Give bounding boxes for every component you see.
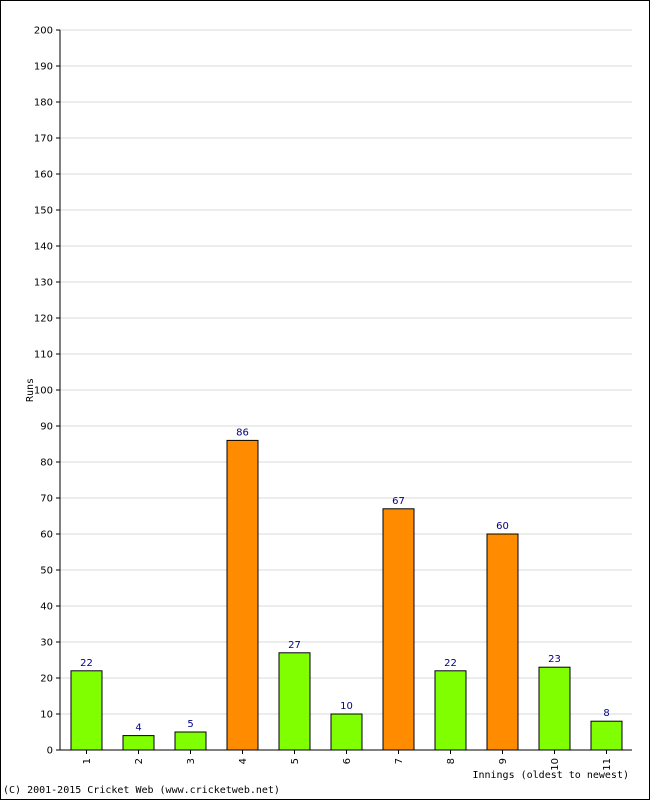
- y-tick-label: 60: [40, 530, 53, 541]
- bar-data-label: 23: [548, 654, 561, 665]
- x-tick-label: 2: [134, 758, 145, 764]
- y-tick-label: 70: [40, 494, 53, 505]
- y-axis-label: Runs: [25, 378, 36, 402]
- bar-data-label: 4: [135, 723, 141, 734]
- bar: [486, 533, 519, 751]
- y-tick-label: 90: [40, 422, 53, 433]
- x-tick-label: 1: [82, 758, 93, 764]
- y-tick-label: 140: [34, 242, 53, 253]
- y-tick-label: 0: [47, 746, 53, 757]
- y-tick-label: 170: [34, 134, 53, 145]
- bar: [226, 439, 259, 751]
- bar-data-label: 86: [236, 427, 249, 438]
- x-tick-label: 11: [602, 758, 613, 771]
- y-tick-label: 160: [34, 170, 53, 181]
- x-tick-label: 10: [550, 758, 561, 771]
- x-tick-label: 3: [186, 758, 197, 764]
- y-tick-label: 20: [40, 674, 53, 685]
- bar: [278, 652, 311, 751]
- bar-data-label: 10: [340, 701, 353, 712]
- y-tick-label: 50: [40, 566, 53, 577]
- x-tick-label: 9: [498, 758, 509, 764]
- x-axis-ticks: 1 2 3 4 5 6 7 8 9 10 11: [82, 750, 613, 771]
- y-tick-label: 130: [34, 278, 53, 289]
- bar-data-label: 27: [288, 640, 301, 651]
- y-tick-label: 40: [40, 602, 53, 613]
- bar: [70, 670, 103, 751]
- y-tick-label: 30: [40, 638, 53, 649]
- x-tick-label: 5: [290, 758, 301, 764]
- y-tick-label: 200: [34, 26, 53, 37]
- x-tick-label: 4: [238, 758, 249, 764]
- bar: [434, 670, 467, 751]
- x-tick-label: 6: [342, 758, 353, 764]
- y-axis-ticks: 0 10 20 30 40 50 60 70 80 90 100 110 120 130 140 150 160…: [34, 26, 60, 757]
- x-tick-label: 8: [446, 758, 457, 764]
- bar: [330, 713, 363, 751]
- bar: [538, 666, 571, 751]
- y-tick-label: 190: [34, 62, 53, 73]
- bar-data-label: 5: [187, 719, 193, 730]
- gridlines: [60, 29, 632, 715]
- bar-data-label: 22: [444, 658, 457, 669]
- y-tick-label: 110: [34, 350, 53, 361]
- bar: [174, 731, 207, 751]
- y-tick-label: 120: [34, 314, 53, 325]
- bar: [590, 720, 623, 751]
- bar-data-label: 22: [80, 658, 93, 669]
- y-tick-label: 180: [34, 98, 53, 109]
- copyright-text: (C) 2001-2015 Cricket Web (www.cricketwe…: [3, 785, 280, 796]
- x-tick-label: 7: [394, 758, 405, 764]
- y-tick-label: 100: [34, 386, 53, 397]
- y-tick-label: 10: [40, 710, 53, 721]
- bar-data-label: 67: [392, 496, 405, 507]
- bars: 22 4 5 86 27 10 67 22 60 23 8: [70, 427, 623, 751]
- x-axis-label: Innings (oldest to newest): [472, 770, 629, 781]
- bar-data-label: 60: [496, 521, 509, 532]
- bar-data-label: 8: [603, 708, 609, 719]
- y-tick-label: 150: [34, 206, 53, 217]
- bar: [382, 508, 415, 751]
- y-tick-label: 80: [40, 458, 53, 469]
- bar: [122, 735, 155, 751]
